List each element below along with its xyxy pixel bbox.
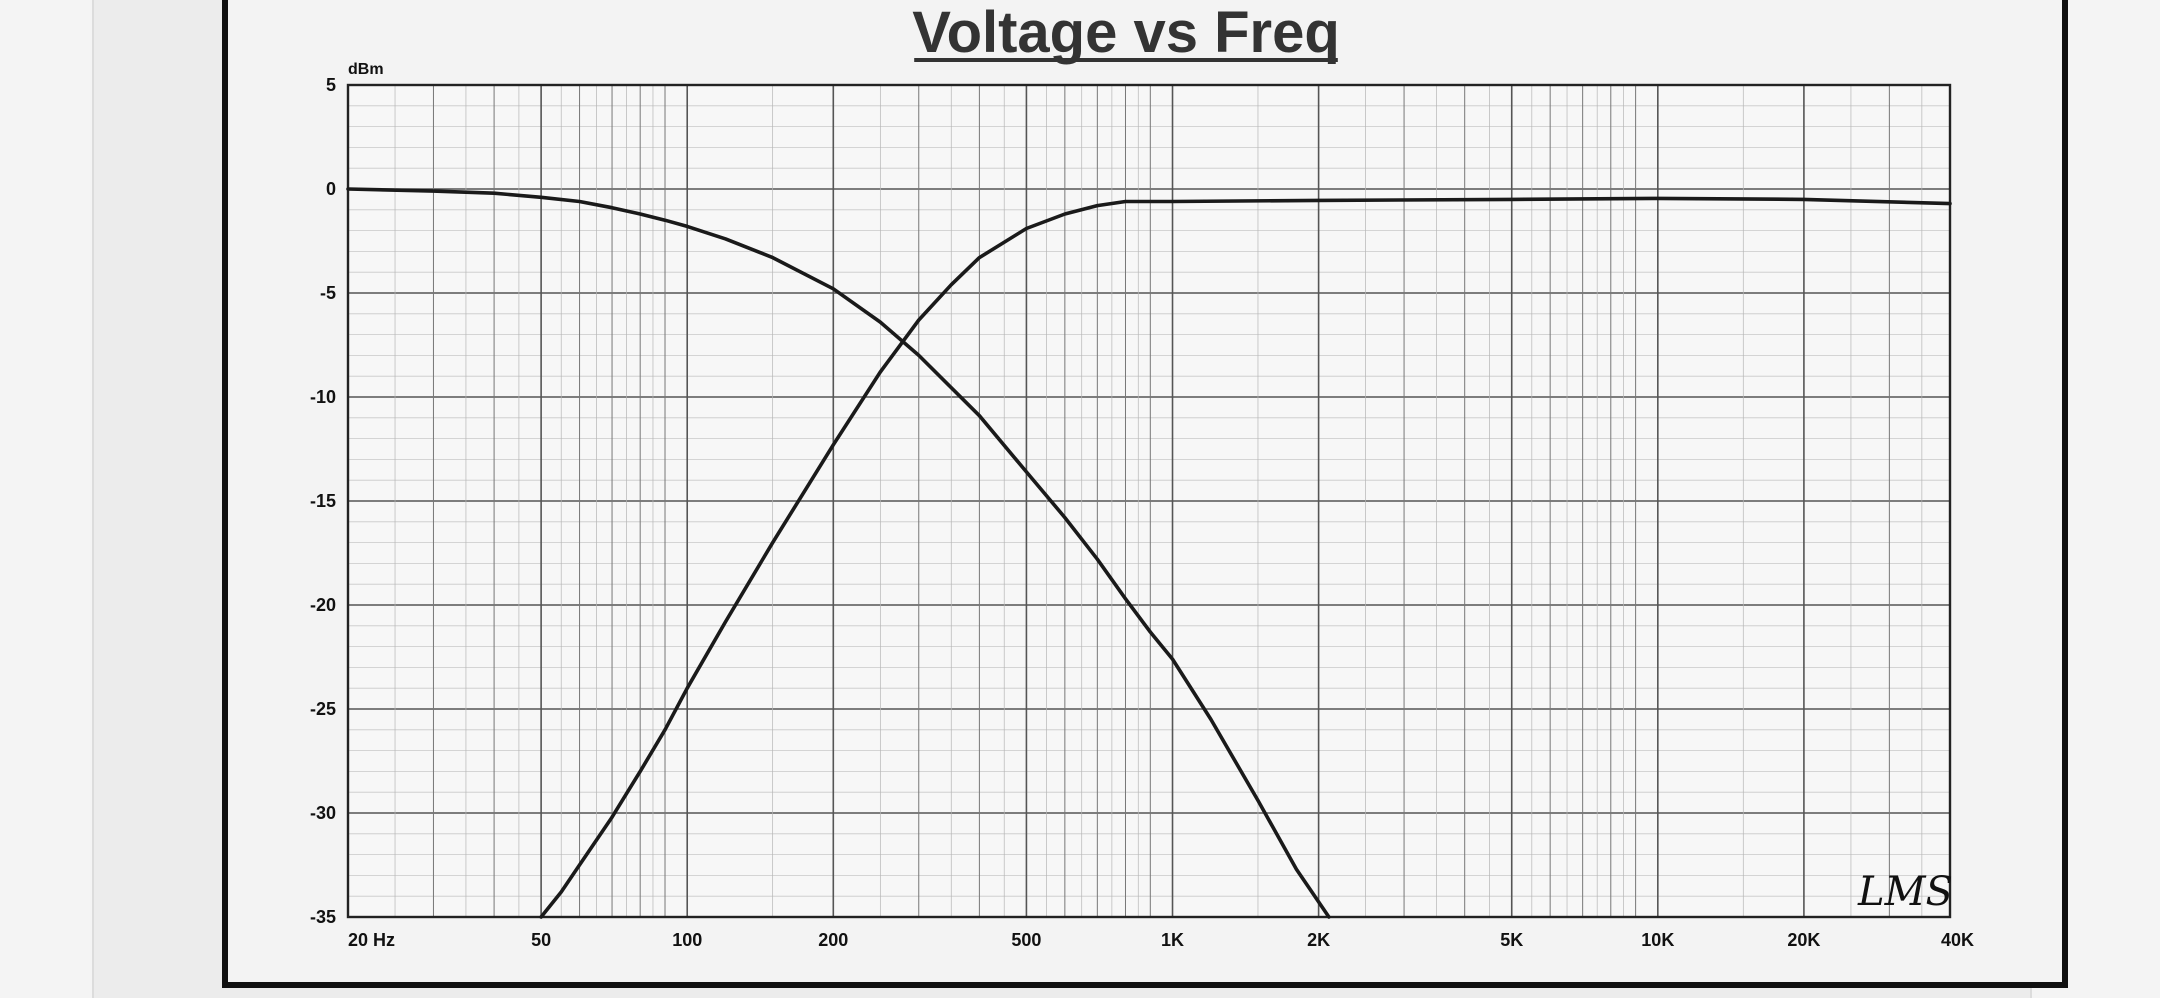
x-tick-label: 100 — [672, 930, 702, 950]
chart: Voltage vs Freq dBm 50-5-10-15-20-25-30-… — [310, 0, 1974, 950]
x-tick-label: 1K — [1161, 930, 1184, 950]
y-tick-label: -5 — [320, 283, 336, 303]
y-tick-label: -20 — [310, 595, 336, 615]
x-tick-label: 2K — [1307, 930, 1330, 950]
x-tick-labels: 20 Hz 50 100 200 500 1K 2K 5K 10K 20K 40K — [348, 930, 1974, 950]
x-tick-label: 20K — [1787, 930, 1820, 950]
y-axis-label: dBm — [348, 61, 384, 78]
y-tick-labels: 5 0 -5 -10 -15 -20 -25 -30 -35 — [310, 75, 336, 927]
y-tick-label: -25 — [310, 699, 336, 719]
grid — [346, 83, 1952, 919]
y-tick-label: -10 — [310, 387, 336, 407]
x-tick-label: 500 — [1011, 930, 1041, 950]
series-group — [346, 187, 1952, 919]
image-card: Voltage vs Freq dBm 5 0 -5 -10 -15 -20 -25 -30-… — [92, 0, 2068, 998]
x-tick-label: 20 Hz — [348, 930, 395, 950]
y-tick-label: 0 — [326, 179, 336, 199]
x-tick-label: 200 — [818, 930, 848, 950]
plot-frame — [346, 83, 1952, 919]
chart-paper: Voltage vs Freq dBm 5 0 -5 -10 -15 -20 -25 -30-… — [222, 0, 2068, 988]
series-line-1 — [346, 187, 1331, 919]
series-line-2 — [539, 196, 1952, 919]
y-tick-label: -35 — [310, 907, 336, 927]
lms-signature: LMS — [1857, 869, 1953, 915]
x-tick-label: 50 — [531, 930, 551, 950]
x-tick-label: 10K — [1641, 930, 1674, 950]
y-tick-label: -30 — [310, 803, 336, 823]
y-tick-label: 5 — [326, 75, 336, 95]
chart-title: Voltage vs Freq — [912, 0, 1340, 65]
x-tick-label: 40K — [1941, 930, 1974, 950]
y-tick-label: -15 — [310, 491, 336, 511]
x-tick-label: 5K — [1500, 930, 1523, 950]
